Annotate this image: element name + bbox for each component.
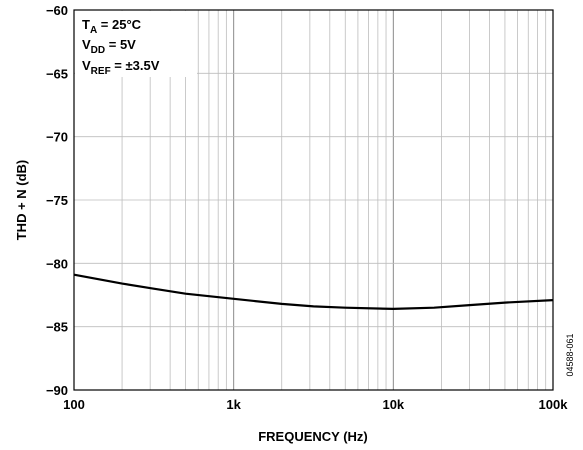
plot-frame: [73, 9, 554, 391]
y-tick-label: −75: [46, 193, 68, 208]
y-tick-labels: −60 −65 −70 −75 −80 −85 −90: [46, 3, 68, 398]
y-tick-label: −65: [46, 66, 68, 81]
grid-lines: [74, 10, 553, 390]
y-tick-label: −70: [46, 130, 68, 145]
x-tick-labels: 100 1k 10k 100k: [63, 397, 568, 412]
series-line: [73, 273, 554, 310]
y-tick-label: −90: [46, 383, 68, 398]
x-tick-label: 100: [63, 397, 85, 412]
document-id: 04588-061: [565, 333, 575, 376]
condition-ta: TA = 25°C: [82, 17, 142, 36]
series-layer: [73, 273, 554, 310]
x-axis-label: FREQUENCY (Hz): [258, 429, 368, 444]
x-tick-label: 10k: [382, 397, 404, 412]
y-tick-label: −80: [46, 256, 68, 271]
condition-vdd: VDD = 5V: [82, 37, 136, 56]
y-tick-label: −85: [46, 320, 68, 335]
x-tick-label: 100k: [539, 397, 569, 412]
condition-vref: VREF = ±3.5V: [82, 58, 160, 77]
y-tick-label: −60: [46, 3, 68, 18]
conditions-box: TA = 25°C VDD = 5V VREF = ±3.5V: [75, 11, 197, 77]
conditions-background: [75, 11, 197, 77]
x-tick-label: 1k: [226, 397, 241, 412]
y-axis-label: THD + N (dB): [14, 160, 29, 241]
